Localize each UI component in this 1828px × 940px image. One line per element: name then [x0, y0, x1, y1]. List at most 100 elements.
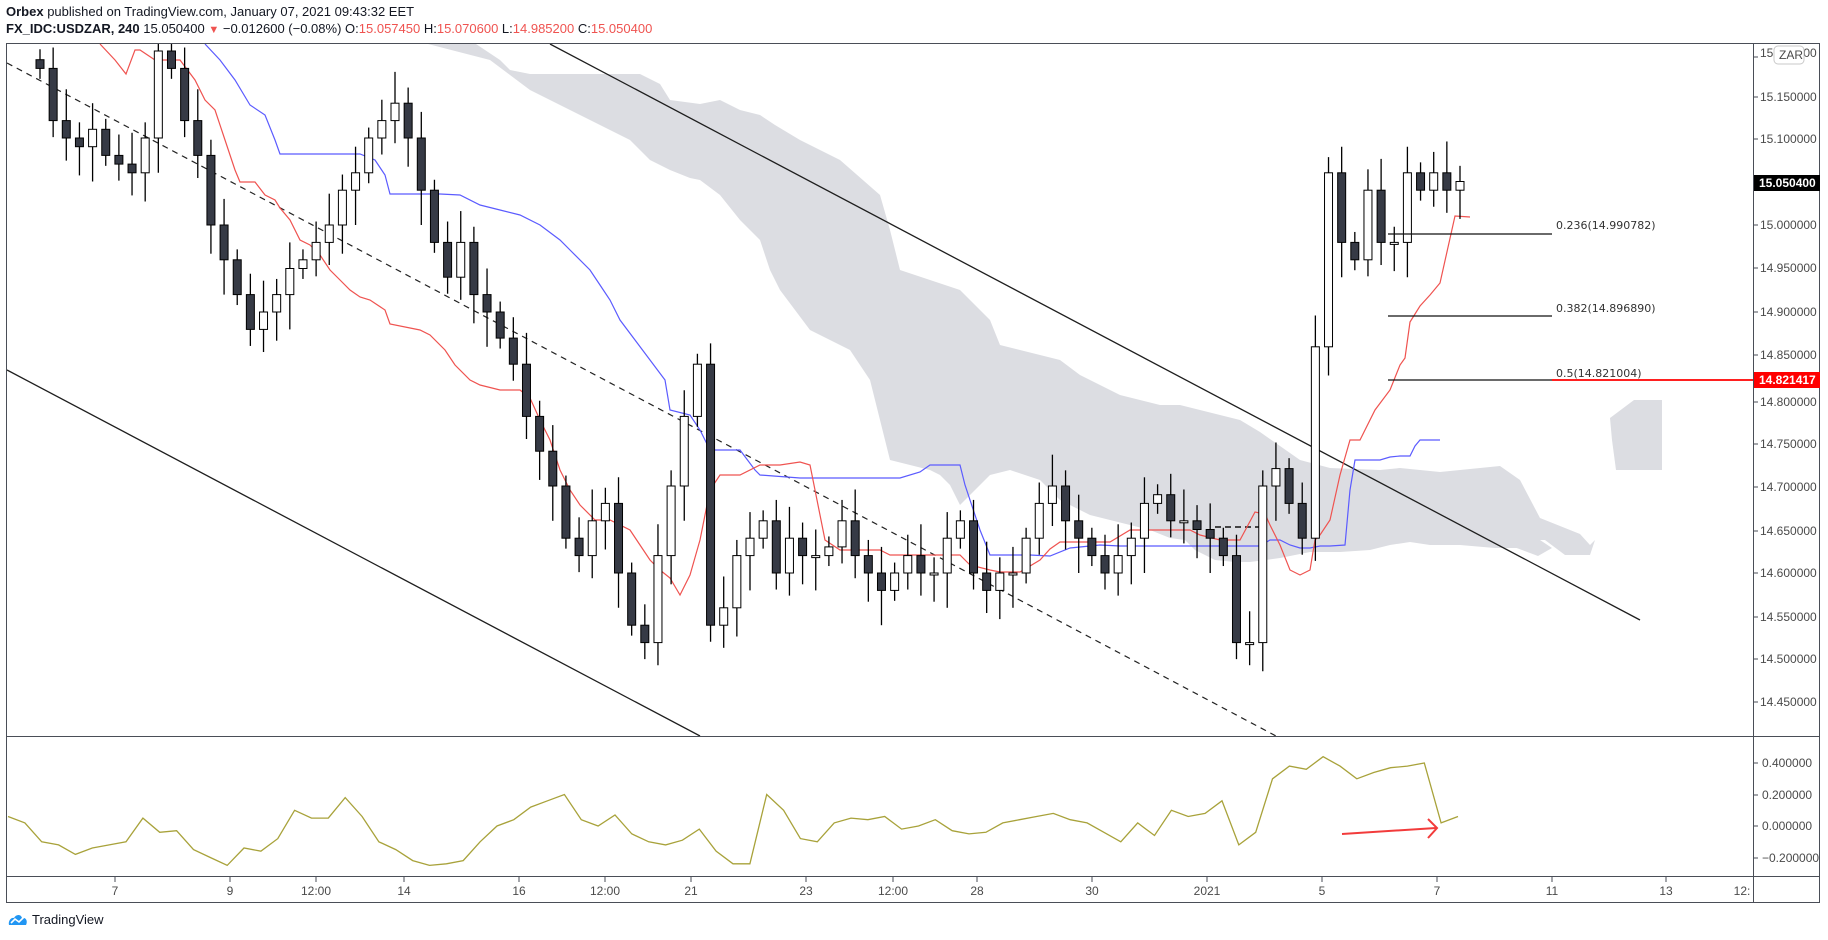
candle-bear[interactable]: [35, 59, 45, 69]
candle-bear[interactable]: [1192, 520, 1202, 530]
candle-bull[interactable]: [890, 572, 900, 591]
candle-bull[interactable]: [837, 520, 847, 548]
channel-midline-dashed[interactable]: [7, 62, 1277, 736]
candle-bear[interactable]: [1416, 172, 1426, 191]
candle-bear[interactable]: [640, 624, 650, 644]
candle-bear[interactable]: [535, 415, 545, 452]
candle-bear[interactable]: [74, 137, 84, 148]
candle-bear[interactable]: [429, 189, 439, 243]
candle-bull[interactable]: [285, 268, 295, 296]
candle-bear[interactable]: [614, 502, 624, 574]
channel-upper-line[interactable]: [549, 44, 1641, 621]
candle-bear[interactable]: [482, 294, 492, 313]
candle-bear[interactable]: [1166, 494, 1176, 522]
candle-bear[interactable]: [627, 572, 637, 626]
candle-bull[interactable]: [745, 537, 755, 557]
candle-bear[interactable]: [245, 294, 255, 330]
candle-bear[interactable]: [61, 120, 71, 139]
candle-bull[interactable]: [377, 120, 387, 139]
candle-bear[interactable]: [443, 241, 453, 278]
candle-bull[interactable]: [1034, 502, 1044, 539]
candle-bear[interactable]: [114, 154, 124, 165]
candle-bear[interactable]: [1061, 485, 1071, 522]
candle-bull[interactable]: [995, 572, 1005, 591]
candle-bull[interactable]: [719, 607, 729, 626]
candle-bull[interactable]: [1245, 642, 1255, 646]
candle-bull[interactable]: [1047, 485, 1057, 504]
candle-bull[interactable]: [758, 520, 768, 539]
candle-bear[interactable]: [508, 337, 518, 365]
candle-bear[interactable]: [1231, 555, 1241, 644]
candle-bull[interactable]: [364, 137, 374, 174]
candle-bear[interactable]: [1284, 468, 1294, 504]
candle-bear[interactable]: [876, 572, 886, 591]
candle-bull[interactable]: [784, 537, 794, 574]
candle-bull[interactable]: [1271, 468, 1281, 487]
candle-bull[interactable]: [324, 224, 334, 243]
red-arrow-annotation[interactable]: [1341, 818, 1439, 839]
candle-bull[interactable]: [1139, 502, 1149, 539]
candle-bull[interactable]: [1153, 494, 1163, 504]
candle-bull[interactable]: [1126, 537, 1136, 557]
candle-bull[interactable]: [1389, 241, 1399, 245]
candle-bull[interactable]: [824, 546, 834, 557]
time-axis[interactable]: 7 9 12:00 14 16 12:00 21 23 12:00 28 30 …: [112, 877, 1751, 898]
candle-bull[interactable]: [1402, 172, 1412, 243]
candle-bull[interactable]: [811, 555, 821, 559]
candle-bear[interactable]: [1074, 520, 1084, 539]
candle-bear[interactable]: [850, 520, 860, 557]
candle-bear[interactable]: [101, 128, 111, 156]
candle-bull[interactable]: [298, 259, 308, 269]
channel-lower-line[interactable]: [7, 369, 701, 736]
main-pane[interactable]: 0.236(14.990782) 0.382(14.896890) 0.5(14…: [7, 25, 1753, 736]
candle-bull[interactable]: [732, 555, 742, 609]
candle-bull[interactable]: [1429, 172, 1439, 191]
candle-bull[interactable]: [1021, 537, 1031, 574]
candle-bull[interactable]: [456, 241, 466, 278]
candle-bull[interactable]: [140, 137, 150, 174]
candle-bear[interactable]: [469, 241, 479, 296]
candle-bull[interactable]: [272, 294, 282, 313]
candle-bear[interactable]: [232, 259, 242, 296]
candle-bear[interactable]: [416, 137, 426, 191]
candle-bear[interactable]: [561, 485, 571, 539]
footer-brand[interactable]: TradingView: [8, 912, 104, 927]
candle-bull[interactable]: [929, 572, 939, 576]
candle-bear[interactable]: [916, 555, 926, 574]
candle-bear[interactable]: [771, 520, 781, 574]
candle-bear[interactable]: [1205, 529, 1215, 539]
candle-bear[interactable]: [166, 50, 176, 69]
candle-bull[interactable]: [666, 485, 676, 557]
candle-bear[interactable]: [982, 572, 992, 591]
candle-bull[interactable]: [311, 241, 321, 261]
candle-bear[interactable]: [1087, 537, 1097, 557]
candle-bear[interactable]: [863, 555, 873, 574]
candle-bear[interactable]: [219, 224, 229, 261]
candle-bull[interactable]: [587, 520, 597, 557]
candle-bull[interactable]: [259, 311, 269, 330]
candle-bull[interactable]: [679, 415, 689, 487]
candle-bull[interactable]: [1455, 181, 1465, 191]
candle-bull[interactable]: [653, 555, 663, 644]
candle-bull[interactable]: [692, 363, 702, 417]
candle-bull[interactable]: [88, 128, 98, 148]
candle-bear[interactable]: [193, 120, 203, 156]
candle-bull[interactable]: [942, 537, 952, 574]
candle-bull[interactable]: [351, 172, 361, 191]
symbol-label[interactable]: FX_IDC:USDZAR, 240: [6, 21, 140, 36]
candle-bear[interactable]: [706, 363, 716, 626]
candle-bull[interactable]: [600, 502, 610, 522]
currency-badge[interactable]: [1773, 45, 1805, 65]
candle-bear[interactable]: [1376, 189, 1386, 243]
candle-bear[interactable]: [548, 450, 558, 487]
candle-bear[interactable]: [1442, 172, 1452, 191]
candle-bear[interactable]: [1297, 502, 1307, 539]
candle-bull[interactable]: [1008, 572, 1018, 576]
candle-bear[interactable]: [969, 520, 979, 574]
candle-bull[interactable]: [390, 102, 400, 122]
candle-bull[interactable]: [1324, 172, 1334, 348]
candlestick-series[interactable]: [35, 25, 1465, 672]
oscillator-pane[interactable]: [7, 755, 1459, 867]
candle-bull[interactable]: [337, 189, 347, 226]
candle-bear[interactable]: [403, 102, 413, 139]
